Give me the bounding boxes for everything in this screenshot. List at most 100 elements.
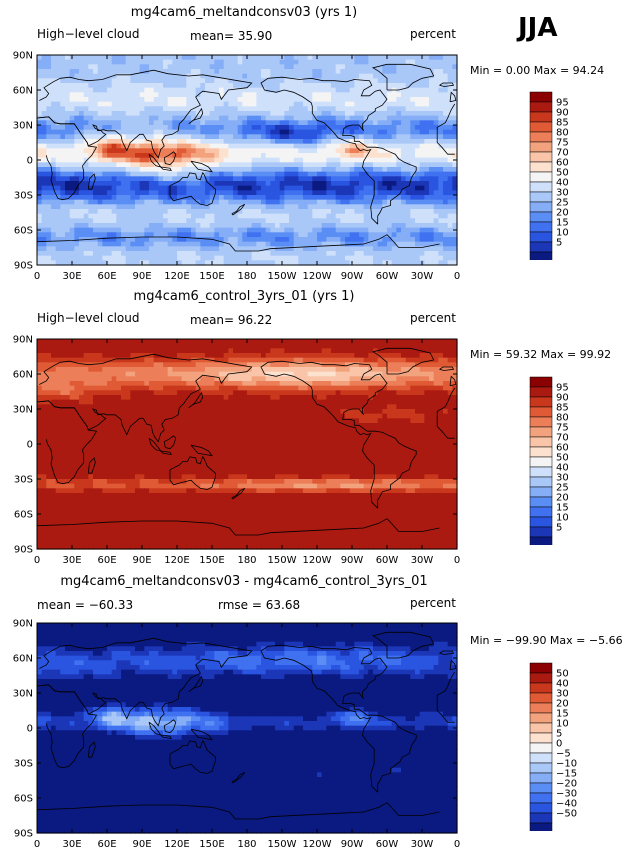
x-tick-label: 120W [303,555,332,566]
colorbar-label: 5 [556,523,562,534]
colorbar-box [530,242,552,252]
y-tick-label: 60S [14,794,33,805]
colorbar-box [530,823,552,831]
colorbar-box [530,537,552,545]
colorbar-box [530,102,552,112]
x-tick-label: 150E [199,271,224,282]
colorbar-label: 5 [556,238,562,249]
colorbar-box [530,733,552,743]
y-tick-label: 90N [13,619,33,630]
colorbar-label: −50 [556,809,577,820]
colorbar-box [530,112,552,122]
colorbar-box [530,232,552,242]
colorbar-box [530,723,552,733]
colorbar-box [530,222,552,232]
x-tick-label: 0 [34,271,40,282]
y-tick-label: 60N [13,370,33,381]
colorbar-box [530,92,552,102]
colorbar-box [530,487,552,497]
colorbar-box [530,407,552,417]
season-label: JJA [518,13,557,43]
colorbar-box [530,497,552,507]
panel-title: mg4cam6_meltandconsv03 - mg4cam6_control… [0,574,488,589]
y-tick-label: 60N [13,86,33,97]
panel-title: mg4cam6_meltandconsv03 (yrs 1) [0,5,488,20]
y-tick-label: 30S [14,191,33,202]
colorbar-box [530,252,552,260]
y-tick-label: 60S [14,226,33,237]
panel-title: mg4cam6_control_3yrs_01 (yrs 1) [0,289,488,304]
colorbar-box [530,467,552,477]
x-tick-label: 180 [237,555,256,566]
y-tick-label: 60S [14,510,33,521]
colorbar-box [530,132,552,142]
colorbar-box [530,477,552,487]
y-tick-label: 30N [13,405,33,416]
colorbar-box [530,803,552,813]
colorbar-box [530,162,552,172]
x-tick-label: 180 [237,839,256,850]
colorbar-box [530,202,552,212]
y-tick-label: 0 [27,156,33,167]
colorbar-box [530,753,552,763]
x-tick-label: 150W [268,271,297,282]
x-tick-label: 0 [34,555,40,566]
x-tick-label: 60E [97,555,116,566]
y-tick-label: 90S [14,829,33,840]
y-tick-label: 60N [13,654,33,665]
x-tick-label: 60E [97,271,116,282]
y-tick-label: 0 [27,440,33,451]
colorbar-box [530,152,552,162]
x-tick-label: 90W [341,839,364,850]
colorbar-box [530,703,552,713]
colorbar-box [530,387,552,397]
variable-label: High−level cloud [37,27,139,41]
colorbar-box [530,693,552,703]
map-field [37,339,458,550]
x-tick-label: 30E [62,839,81,850]
colorbar-box [530,683,552,693]
x-tick-label: 0 [454,839,460,850]
y-tick-label: 90N [13,51,33,62]
x-tick-label: 30E [62,555,81,566]
x-tick-label: 150E [199,555,224,566]
colorbar-box [530,673,552,683]
colorbar-box [530,457,552,467]
y-tick-label: 90S [14,261,33,272]
colorbar-box [530,713,552,723]
x-tick-label: 60E [97,839,116,850]
colorbar-box [530,527,552,537]
variable-label: High−level cloud [37,311,139,325]
x-tick-label: 150W [268,555,297,566]
colorbar-box [530,517,552,527]
colorbar-box [530,763,552,773]
colorbar-box [530,437,552,447]
colorbar-box [530,212,552,222]
colorbar-box [530,192,552,202]
colorbar-box [530,773,552,783]
x-tick-label: 120E [164,555,189,566]
colorbar-box [530,783,552,793]
min-max-label: Min = −99.90 Max = −5.66 [470,634,623,647]
colorbar-box [530,447,552,457]
y-tick-label: 0 [27,724,33,735]
x-tick-label: 90E [132,555,151,566]
x-tick-label: 30E [62,271,81,282]
min-max-label: Min = 59.32 Max = 99.92 [470,348,611,361]
x-tick-label: 120W [303,839,332,850]
map-field [37,55,458,266]
colorbar-box [530,507,552,517]
x-tick-label: 30W [411,839,434,850]
x-tick-label: 120E [164,271,189,282]
y-tick-label: 90N [13,335,33,346]
x-tick-label: 0 [34,839,40,850]
colorbar-box [530,397,552,407]
colorbar-box [530,813,552,823]
x-tick-label: 0 [454,555,460,566]
